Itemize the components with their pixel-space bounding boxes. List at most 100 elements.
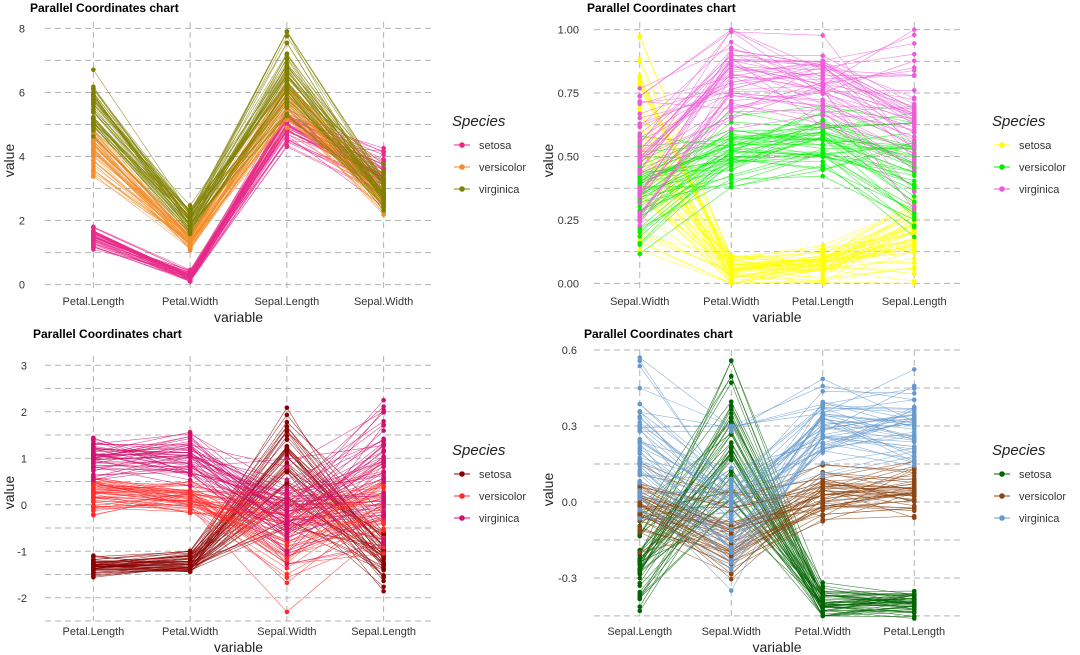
data-point <box>728 27 734 32</box>
data-point <box>284 443 290 449</box>
series-line <box>639 413 915 550</box>
series-line <box>93 440 384 480</box>
series-virginica <box>637 27 917 228</box>
series-line <box>639 486 915 543</box>
data-point <box>637 478 643 484</box>
data-point <box>911 386 917 391</box>
data-point <box>284 65 290 71</box>
data-point <box>637 188 643 193</box>
data-point <box>91 477 96 483</box>
legend-key-point <box>999 164 1005 170</box>
data-point <box>728 39 734 45</box>
data-point <box>381 504 386 510</box>
data-point <box>637 358 643 364</box>
data-point <box>728 535 734 540</box>
data-point <box>284 487 290 493</box>
series-line <box>639 221 915 284</box>
data-point <box>911 490 917 496</box>
data-point <box>187 273 193 279</box>
legend-title: Species <box>452 442 506 459</box>
data-point <box>284 532 290 537</box>
data-point <box>187 496 193 501</box>
series-line <box>639 454 915 617</box>
data-point <box>284 80 290 86</box>
series-line <box>639 507 915 565</box>
data-point <box>284 609 290 615</box>
series-line <box>639 150 915 228</box>
data-point <box>637 251 643 257</box>
chart-title: Parallel Coordinates chart <box>587 1 736 15</box>
data-point <box>728 545 734 551</box>
series-line <box>93 71 384 219</box>
x-axis-label: variable <box>214 309 263 325</box>
data-point <box>637 234 643 239</box>
data-point <box>911 391 917 396</box>
data-point <box>91 134 96 139</box>
y-tick-label: 0.50 <box>558 152 579 164</box>
data-point <box>637 385 643 391</box>
data-point <box>911 415 917 421</box>
data-point <box>728 425 734 430</box>
data-point <box>728 281 734 286</box>
data-point <box>284 405 290 410</box>
data-point <box>820 425 826 430</box>
series-line <box>93 455 384 503</box>
y-axis-label: value <box>540 144 556 178</box>
data-point <box>637 604 643 610</box>
data-point <box>911 438 917 443</box>
legend-title: Species <box>992 113 1046 130</box>
series-line <box>93 495 384 503</box>
series-line <box>639 415 915 541</box>
data-point <box>728 429 734 434</box>
data-point <box>820 442 826 448</box>
data-point <box>728 465 734 471</box>
data-point <box>637 422 643 428</box>
data-point <box>820 601 826 607</box>
data-point <box>637 105 643 111</box>
data-point <box>820 450 826 455</box>
series-line <box>93 444 384 533</box>
data-point <box>728 268 734 274</box>
data-point <box>820 401 826 407</box>
data-point <box>820 410 826 416</box>
data-point <box>820 281 826 286</box>
data-point <box>820 388 826 394</box>
series-line <box>639 249 915 284</box>
y-tick-label: 0 <box>19 280 25 292</box>
x-tick-label: Sepal.Length <box>882 296 947 308</box>
chart-title: Parallel Coordinates chart <box>30 1 179 15</box>
legend-label: setosa <box>479 469 512 481</box>
data-point <box>911 51 917 57</box>
data-point <box>187 553 193 559</box>
legend-label: versicolor <box>1019 491 1066 503</box>
legend-key-point <box>999 471 1005 477</box>
data-point <box>911 424 917 430</box>
data-point <box>91 449 96 455</box>
data-point <box>381 476 386 481</box>
data-point <box>187 470 193 475</box>
data-point <box>911 454 917 459</box>
legend-key-point <box>459 515 465 521</box>
series-line <box>93 461 384 552</box>
data-point <box>637 168 643 174</box>
data-point <box>911 183 917 189</box>
data-point <box>637 151 643 156</box>
data-point <box>820 58 826 63</box>
series-line <box>639 62 915 158</box>
y-tick-label: 2 <box>19 216 25 228</box>
data-point <box>187 477 193 483</box>
x-tick-label: Petal.Width <box>703 296 759 308</box>
series-line <box>93 64 384 233</box>
series-line <box>639 85 915 173</box>
series-line <box>639 41 915 127</box>
y-tick-label: 1 <box>21 453 27 465</box>
data-point <box>91 468 96 474</box>
y-tick-label: 2 <box>21 407 27 419</box>
x-axis-label: variable <box>752 309 801 325</box>
series-line <box>93 146 384 281</box>
data-point <box>911 614 917 620</box>
data-point <box>637 93 643 99</box>
series-line <box>639 438 915 504</box>
data-point <box>820 103 826 108</box>
series-line <box>639 156 915 184</box>
